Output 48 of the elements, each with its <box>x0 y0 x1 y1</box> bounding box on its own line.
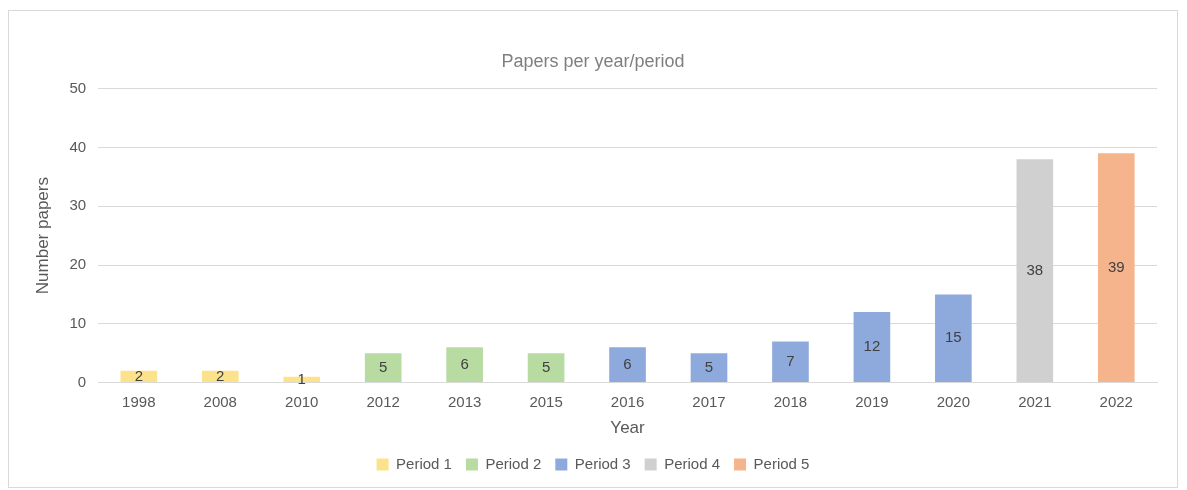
data-label: 6 <box>460 354 469 372</box>
x-tick-label: 2012 <box>366 392 400 410</box>
x-tick-label: 2022 <box>1099 392 1133 410</box>
x-tick-label: 2019 <box>855 392 889 410</box>
x-tick-label: 2021 <box>1018 392 1052 410</box>
bar <box>446 347 483 383</box>
y-tick-label: 20 <box>69 255 87 273</box>
x-tick-label: 2015 <box>529 392 563 410</box>
x-tick-label: 2020 <box>936 392 971 410</box>
data-label: 6 <box>623 354 632 372</box>
legend-label: Period 5 <box>753 454 810 472</box>
y-tick-label: 40 <box>69 137 87 155</box>
chart-title: Papers per year/period <box>501 50 685 71</box>
x-tick-label: 2017 <box>692 392 726 410</box>
x-tick-label: 2016 <box>610 392 645 410</box>
legend-label: Period 2 <box>485 454 542 472</box>
data-label: 2 <box>216 366 225 384</box>
y-tick-label: 30 <box>69 196 87 214</box>
bar <box>609 347 646 383</box>
x-tick-label: 2008 <box>203 392 237 410</box>
bar <box>935 294 972 383</box>
data-label: 7 <box>786 351 795 369</box>
legend-label: Period 3 <box>574 454 631 472</box>
y-axis-title: Number papers <box>32 177 52 295</box>
bar <box>690 353 728 383</box>
y-tick-label: 0 <box>77 372 87 390</box>
data-label: 5 <box>541 357 551 375</box>
data-label: 15 <box>945 328 962 346</box>
legend-label: Period 4 <box>664 454 721 472</box>
x-axis-title: Year <box>610 418 646 438</box>
bar <box>364 353 402 383</box>
x-tick-label: 1998 <box>122 392 156 410</box>
bar <box>853 312 891 383</box>
data-label: 5 <box>704 357 714 375</box>
x-tick-label: 2010 <box>285 392 319 410</box>
data-label: 39 <box>1107 257 1125 275</box>
bar <box>772 341 809 383</box>
data-label: 12 <box>863 337 881 355</box>
bar <box>1097 153 1135 383</box>
y-tick-label: 50 <box>69 78 87 96</box>
data-label: 2 <box>134 366 143 384</box>
bar <box>527 353 565 383</box>
x-tick-label: 2018 <box>773 392 808 410</box>
x-tick-label: 2013 <box>447 392 482 410</box>
data-label: 5 <box>379 357 388 375</box>
legend-label: Period 1 <box>396 454 452 472</box>
data-label: 38 <box>1026 260 1044 278</box>
y-tick-label: 10 <box>69 313 87 331</box>
